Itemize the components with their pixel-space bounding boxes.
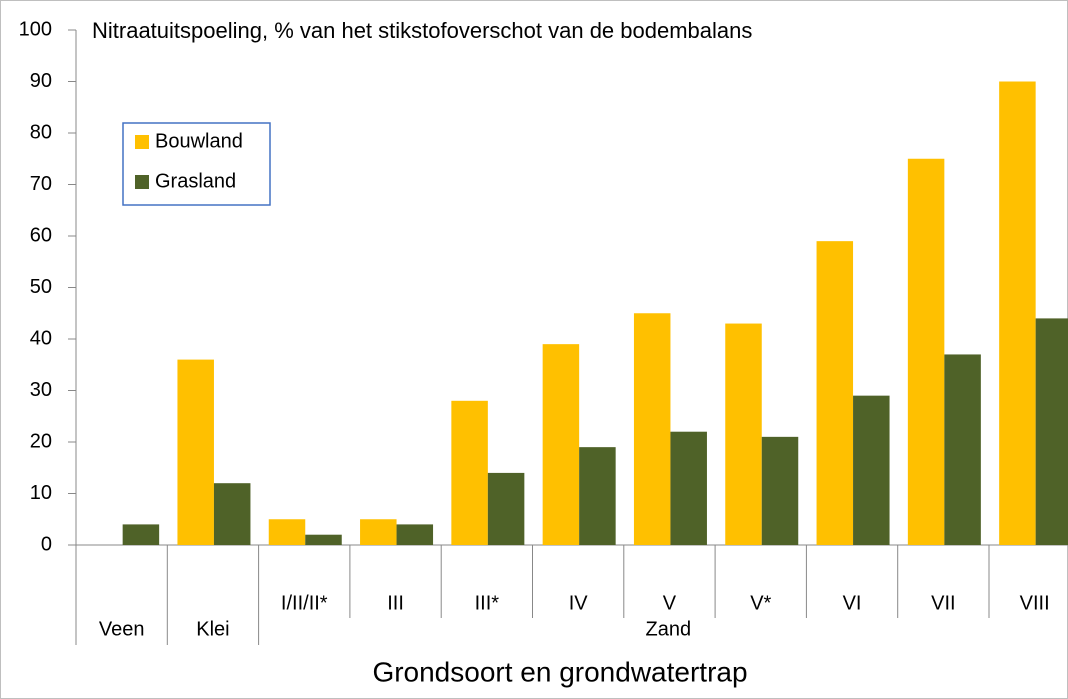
- bar: [907, 158, 945, 545]
- bar: [396, 524, 434, 545]
- bar: [268, 519, 306, 545]
- y-tick-label: 0: [41, 533, 52, 555]
- x-tick-label: VI: [843, 592, 862, 614]
- bar: [360, 519, 397, 545]
- y-tick-label: 20: [30, 430, 52, 452]
- y-tick-label: 60: [30, 224, 52, 246]
- y-tick-label: 80: [30, 121, 52, 143]
- bar: [305, 534, 342, 545]
- bar: [999, 81, 1036, 545]
- group-label: Klei: [196, 618, 229, 640]
- x-tick-label: III: [387, 592, 404, 614]
- bar: [451, 400, 488, 545]
- bar: [122, 524, 160, 545]
- bar: [213, 483, 251, 545]
- y-tick-label: 90: [30, 70, 52, 92]
- x-tick-label: VIII: [1020, 592, 1050, 614]
- bar: [633, 313, 671, 545]
- x-tick-label: V*: [750, 592, 771, 614]
- bar: [177, 359, 214, 545]
- y-tick-label: 50: [30, 276, 52, 298]
- y-tick-label: 70: [30, 173, 52, 195]
- chart-title: Nitraatuitspoeling, % van het stikstofov…: [92, 18, 752, 43]
- bar: [816, 241, 854, 545]
- x-tick-label: III*: [475, 592, 500, 614]
- bar: [579, 447, 616, 545]
- group-label: Zand: [646, 618, 692, 640]
- x-axis-title: Grondsoort en grondwatertrap: [372, 656, 747, 687]
- bar: [853, 395, 890, 545]
- y-tick-label: 40: [30, 327, 52, 349]
- x-tick-label: V: [663, 592, 677, 614]
- y-tick-label: 30: [30, 379, 52, 401]
- x-tick-label: VII: [931, 592, 955, 614]
- bar: [670, 431, 707, 545]
- legend-swatch: [135, 135, 149, 149]
- legend-label: Grasland: [155, 170, 236, 192]
- y-tick-label: 10: [30, 482, 52, 504]
- bar: [761, 436, 799, 545]
- x-tick-label: I/II/II*: [281, 592, 328, 614]
- legend-label: Bouwland: [155, 130, 243, 152]
- y-tick-label: 100: [19, 18, 52, 40]
- legend-swatch: [135, 175, 149, 189]
- x-tick-label: IV: [569, 592, 589, 614]
- bar: [542, 344, 580, 545]
- group-label: Veen: [99, 618, 145, 640]
- bar: [725, 323, 762, 545]
- bar: [487, 472, 525, 545]
- bar: [944, 354, 981, 545]
- bar: [1035, 318, 1068, 545]
